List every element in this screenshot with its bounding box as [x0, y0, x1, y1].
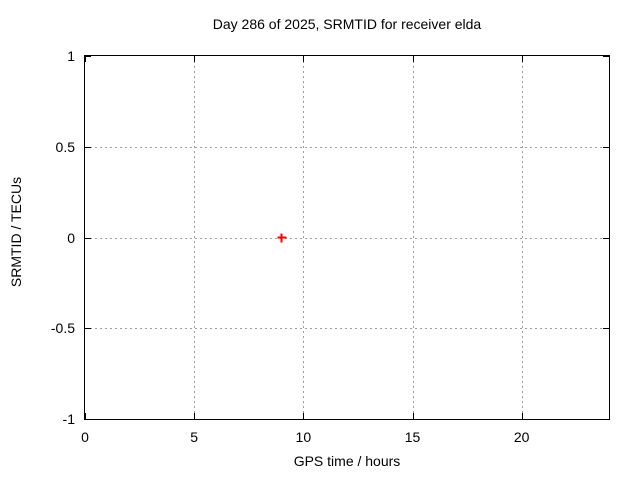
x-tick-mark: [521, 413, 523, 419]
y-tick-mark: [603, 56, 609, 57]
x-tick-mark: [303, 56, 305, 62]
y-tick-mark: [85, 328, 91, 330]
x-tick-label: 15: [404, 429, 421, 445]
y-tick-mark: [85, 419, 91, 420]
marker-vertical-bar: [280, 233, 283, 242]
x-tick-mark: [412, 413, 414, 419]
x-tick-label: 5: [190, 429, 199, 445]
x-tick-mark: [194, 56, 196, 62]
y-axis-label: SRMTID / TECUs: [8, 176, 24, 288]
x-axis-label: GPS time / hours: [293, 453, 401, 469]
x-tick-label: 10: [295, 429, 312, 445]
y-tick-label: 1: [67, 48, 75, 64]
x-tick-mark: [85, 56, 86, 62]
chart-title: Day 286 of 2025, SRMTID for receiver eld…: [212, 16, 482, 32]
y-tick-label: 0.5: [55, 138, 75, 155]
y-tick-label: -0.5: [50, 320, 75, 337]
x-tick-mark: [303, 413, 305, 419]
x-tick-mark: [85, 413, 86, 419]
y-tick-mark: [603, 146, 609, 148]
y-tick-mark: [85, 146, 91, 148]
y-tick-label: -1: [62, 411, 75, 427]
plot-area: 0 5 10 15 20 1 0.5 0 -0.5 -1: [51, 48, 610, 445]
x-tick-mark: [412, 56, 414, 62]
x-tick-mark: [194, 413, 196, 419]
y-tick-mark: [85, 56, 91, 57]
y-tick-label: 0: [67, 229, 75, 246]
x-tick-label: 0: [81, 429, 89, 445]
y-tick-mark: [603, 237, 609, 239]
y-tick-mark: [85, 237, 91, 239]
x-tick-mark: [521, 56, 523, 62]
data-point-marker: [277, 233, 286, 242]
h-gridline: [85, 328, 609, 330]
y-tick-mark: [603, 419, 609, 420]
h-gridline: [85, 146, 609, 148]
x-tick-label: 20: [513, 429, 530, 445]
h-gridline: [85, 237, 609, 239]
y-tick-mark: [603, 328, 609, 330]
